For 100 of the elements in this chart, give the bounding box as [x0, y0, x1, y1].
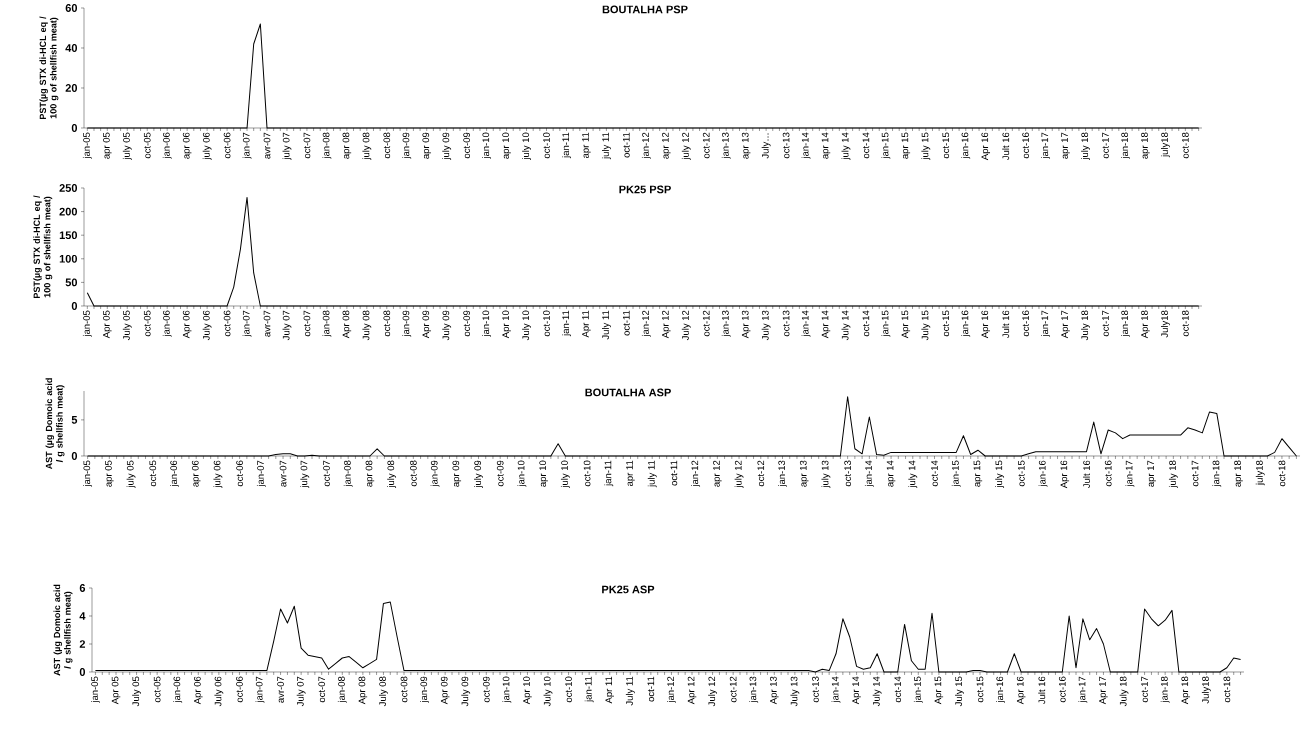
x-tick-label: apr 18	[1234, 460, 1243, 487]
x-tick-label: oct-17	[1191, 460, 1199, 487]
x-tick-label: jan-18	[1160, 676, 1170, 703]
x-tick-label: Apr 18	[1141, 310, 1150, 339]
y-tick-label: 100	[59, 254, 78, 263]
x-tick-label: July 11	[625, 676, 635, 706]
x-tick-label: Apr 18	[1181, 676, 1191, 705]
x-tick-label: July 14	[872, 676, 882, 707]
x-tick-label: oct-10	[543, 310, 550, 337]
x-tick-label: apr 13	[799, 460, 809, 487]
x-tick-label: jan-09	[420, 676, 430, 703]
x-tick-label: July 09	[461, 676, 471, 707]
x-tick-label: Apr 14	[821, 310, 831, 339]
x-tick-label: apr 06	[191, 460, 201, 487]
x-tick-label: Jult 16	[1002, 310, 1010, 339]
x-tick-label: oct-15	[976, 676, 984, 703]
chart-title: BOUTALHA PSP	[602, 5, 688, 14]
x-tick-label: Apr 17	[1099, 676, 1108, 705]
x-tick-label: July 05	[122, 310, 132, 341]
x-tick-label: oct-12	[757, 460, 765, 487]
x-tick-label: apr 11	[582, 132, 591, 159]
x-tick-label: July 12	[708, 676, 718, 707]
y-tick-label: 150	[59, 231, 78, 240]
x-tick-label: avr-07	[263, 310, 271, 337]
x-tick-label: oct-07	[303, 132, 311, 159]
x-tick-label: oct-16	[1022, 310, 1030, 337]
x-tick-label: july 05	[126, 460, 136, 488]
x-tick-label: jan-16	[1038, 460, 1048, 487]
x-tick-label: apr 06	[182, 132, 192, 159]
x-tick-label: july 10	[560, 460, 570, 488]
x-tick-label: apr 14	[821, 132, 831, 159]
x-tick-label: july 11	[647, 460, 657, 488]
x-tick-label: Apr 17	[1061, 310, 1070, 339]
y-tick-label: 4	[79, 612, 86, 620]
x-tick-label: oct-13	[782, 310, 790, 337]
x-tick-label: Apr 10	[502, 310, 511, 339]
x-tick-label: apr 11	[626, 460, 635, 487]
x-tick-label: july 12	[681, 132, 691, 160]
x-tick-label: July18	[1201, 676, 1211, 704]
x-tick-label: July 13	[790, 676, 800, 707]
chart-title: BOUTALHA ASP	[585, 388, 671, 397]
x-tick-label: oct-10	[543, 132, 550, 159]
x-tick-label: jan-11	[584, 676, 594, 703]
x-tick-label: July 08	[362, 310, 372, 341]
x-tick-label: July 06	[202, 310, 212, 341]
y-axis-title: PST(µg STX di-HCL eq / 100 g of shellfish meat)	[33, 195, 53, 298]
x-tick-label: july 12	[734, 460, 744, 488]
y-axis-title: AST (µg Domoic acid / g shellfish meat)	[45, 378, 65, 470]
x-tick-label: jan-14	[831, 676, 841, 703]
x-tick-label: Apr 13	[769, 676, 779, 705]
x-tick-label: Apr 16	[1016, 676, 1026, 705]
y-tick-label: 6	[79, 584, 86, 592]
x-tick-label: oct-05	[149, 460, 157, 487]
y-tick-label: 0	[71, 124, 78, 132]
x-tick-label: Jult 16	[1038, 676, 1046, 705]
x-tick-label: Jult 16	[1083, 460, 1090, 489]
x-tick-label: apr 08	[342, 132, 352, 159]
x-tick-label: oct-17	[1102, 310, 1109, 337]
x-tick-label: jan-07	[256, 460, 266, 487]
x-tick-label: jan-18	[1212, 460, 1222, 487]
x-tick-label: July 15	[921, 310, 931, 341]
y-tick-label: 20	[65, 84, 78, 92]
x-tick-label: jan-07	[242, 310, 252, 337]
x-tick-label: avr-07	[279, 460, 287, 487]
x-tick-label: jan-07	[255, 676, 265, 703]
x-tick-label: July 18	[1119, 676, 1129, 707]
x-tick-label: apr 05	[105, 460, 114, 487]
x-tick-label: jan-15	[913, 676, 923, 703]
x-tick-label: oct-08	[383, 310, 391, 337]
chart-title: PK25 ASP	[602, 585, 655, 594]
x-tick-label: jan-18	[1121, 310, 1130, 337]
x-tick-label: oct-11	[623, 132, 630, 158]
x-tick-label: Apr 08	[342, 310, 352, 339]
x-tick-label: oct-17	[1102, 132, 1109, 159]
x-tick-label: apr 14	[886, 460, 896, 487]
x-tick-label: apr 18	[1141, 132, 1150, 159]
x-tick-label: Apr 08	[358, 676, 368, 705]
x-tick-label: July 07	[282, 310, 292, 341]
x-tick-label: apr 15	[901, 132, 911, 159]
x-tick-label: jan-15	[881, 310, 891, 337]
chart-title: PK25 PSP	[619, 185, 671, 194]
x-tick-label: Apr 12	[687, 676, 697, 705]
x-tick-label: oct-15	[942, 132, 950, 159]
x-tick-label: oct-14	[894, 676, 902, 703]
x-tick-label: jan-17	[1078, 676, 1088, 703]
x-tick-label: jan-05	[83, 460, 93, 487]
y-tick-label: 0	[71, 302, 78, 310]
x-tick-label: Apr 11	[605, 676, 614, 704]
x-tick-label: july 06	[213, 460, 223, 488]
x-tick-label: jan-12	[691, 460, 701, 487]
x-tick-label: oct-16	[1022, 132, 1030, 159]
x-tick-label: oct-10	[583, 460, 591, 487]
x-tick-label: oct-07	[303, 310, 311, 337]
x-tick-label: oct-05	[143, 310, 151, 337]
x-tick-label: July 08	[379, 676, 388, 707]
x-tick-label: July 11	[601, 310, 611, 340]
x-tick-label: jan-16	[961, 310, 971, 337]
x-tick-label: jan-13	[721, 132, 731, 159]
x-tick-label: oct-06	[223, 132, 231, 159]
x-tick-label: July 09	[442, 310, 452, 341]
